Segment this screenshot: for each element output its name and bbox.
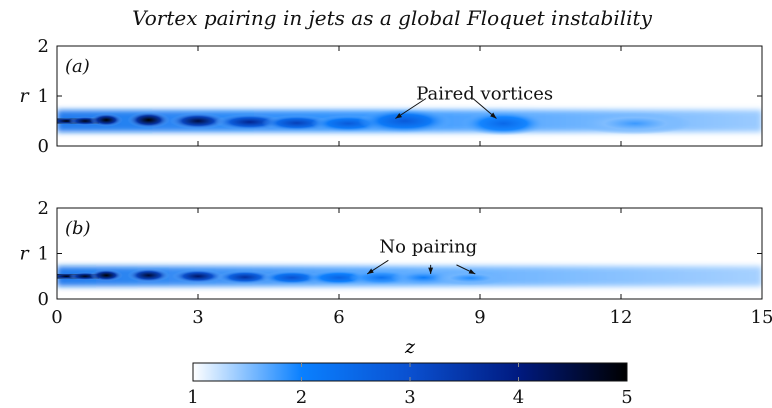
vortex: [127, 268, 170, 283]
vortex: [169, 113, 227, 129]
vortex: [261, 270, 323, 285]
y-tick-label: 2: [38, 198, 49, 219]
panel-label: (b): [65, 218, 91, 239]
y-tick-label: 1: [38, 86, 49, 107]
vortex: [127, 112, 170, 128]
vortex: [578, 112, 692, 135]
y-tick-label: 0: [38, 136, 49, 157]
x-tick-label: 12: [610, 307, 633, 328]
vortex: [172, 269, 224, 284]
x-tick-label: 9: [474, 307, 485, 328]
y-axis-label: r: [19, 243, 30, 265]
x-tick-label: 3: [192, 307, 203, 328]
plot-area: [57, 208, 762, 299]
annotation-arrow: [395, 98, 427, 119]
y-tick-label: 0: [38, 289, 49, 310]
panel-label: (a): [65, 56, 90, 77]
colorbar-tick-label: 3: [404, 387, 415, 408]
colorbar: 1 2 3 4 5: [187, 362, 633, 408]
x-axis-label-text: z: [404, 336, 416, 358]
annotation-label: No pairing: [379, 237, 477, 258]
vortex: [433, 270, 509, 286]
y-axis-label: r: [19, 85, 30, 107]
y-tick-label: 1: [38, 244, 49, 265]
panel-a: 0 1 2 r (a) Paired vortices: [19, 36, 763, 157]
x-tick-label: 0: [51, 307, 62, 328]
x-tick-label: 15: [751, 307, 772, 328]
annotation-arrow: [366, 259, 389, 275]
vortex: [461, 111, 546, 136]
figure-title: Vortex pairing in jets as a global Floqu…: [132, 6, 652, 30]
vortex: [89, 269, 123, 282]
colorbar-tick-label: 4: [513, 387, 524, 408]
vortex: [357, 109, 452, 133]
annotation-arrow: [472, 98, 497, 119]
plot-area: [57, 46, 762, 146]
vortex: [89, 113, 123, 127]
vortex: [216, 270, 274, 284]
colorbar-tick-label: 5: [621, 387, 632, 408]
x-axis-label: z: [404, 336, 416, 358]
colorbar-tick-label: 1: [187, 387, 198, 408]
colorbar-gradient: [193, 363, 627, 381]
annotation-arrow: [456, 264, 476, 275]
y-tick-label: 2: [38, 36, 49, 57]
x-tick-label: 6: [333, 307, 344, 328]
annotation-label: Paired vortices: [416, 84, 553, 105]
colorbar-tick-label: 2: [296, 387, 307, 408]
